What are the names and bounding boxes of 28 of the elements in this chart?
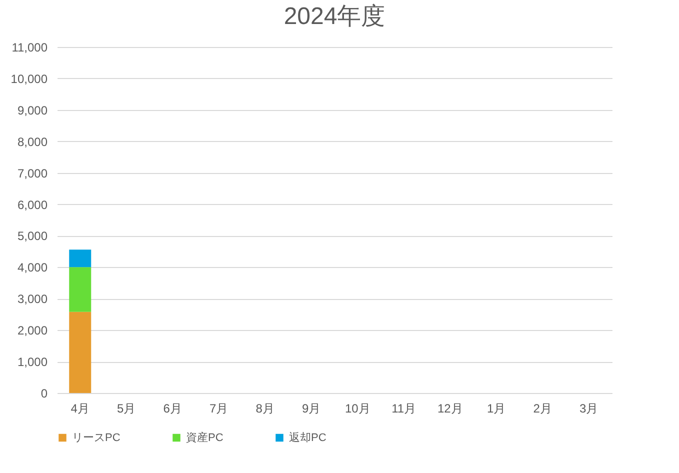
- x-tick-label: 11月: [392, 402, 416, 416]
- y-tick-label: 7,000: [17, 166, 48, 180]
- legend-label: 返却PC: [289, 430, 326, 444]
- y-tick-label: 3,000: [17, 292, 48, 306]
- x-tick-label: 8月: [256, 402, 274, 416]
- x-tick-label: 5月: [117, 402, 136, 416]
- y-tick-label: 4,000: [17, 260, 48, 275]
- y-tick-label: 5,000: [17, 229, 48, 244]
- y-tick-label: 0: [40, 386, 48, 400]
- y-tick-label: 2,000: [17, 324, 48, 338]
- x-tick-label: 6月: [163, 402, 182, 416]
- x-tick-label: 10月: [344, 402, 370, 416]
- y-tick-label: 9,000: [17, 103, 48, 118]
- y-tick-label: 6,000: [17, 198, 48, 212]
- y-tick-label: 10,000: [10, 72, 48, 86]
- x-tick-label: 2月: [533, 402, 552, 416]
- legend-label: リースPC: [72, 432, 120, 444]
- x-tick-label: 7月: [210, 402, 228, 416]
- y-tick-label: 11,000: [12, 40, 48, 54]
- y-tick-label: 1,000: [17, 355, 48, 370]
- x-tick-label: 4月: [70, 402, 90, 416]
- x-tick-label: 3月: [580, 402, 598, 416]
- legend-label: 資産PC: [186, 430, 224, 444]
- chart-title: 2024年度: [284, 3, 386, 30]
- x-tick-label: 9月: [302, 402, 321, 416]
- y-tick-label: 8,000: [17, 134, 48, 149]
- x-tick-label: 12月: [437, 402, 463, 416]
- x-tick-label: 1月: [487, 402, 506, 416]
